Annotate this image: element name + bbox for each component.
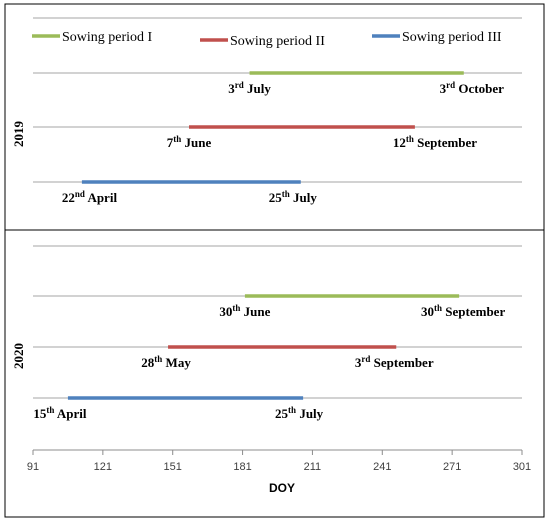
- x-tick-label: 121: [94, 461, 112, 473]
- x-axis-title: DOY: [269, 481, 295, 495]
- start-date-label: 3rd July: [228, 80, 271, 96]
- date-ordinal-suffix: th: [232, 303, 240, 313]
- date-month: July: [296, 406, 324, 421]
- year-label-2020: 2020: [11, 343, 26, 369]
- end-date-label: 3rd October: [440, 80, 504, 96]
- date-ordinal-suffix: nd: [75, 189, 85, 199]
- date-day: 28: [141, 355, 155, 370]
- legend-label-sowing-period-ii: Sowing period II: [230, 34, 325, 49]
- date-day: 15: [33, 406, 47, 421]
- date-month: September: [442, 304, 505, 319]
- panel-frame-2020: [4, 229, 545, 518]
- year-label-2019: 2019: [11, 121, 26, 148]
- date-day: 3: [355, 355, 362, 370]
- x-tick-label: 301: [513, 461, 531, 473]
- date-month: July: [290, 190, 318, 205]
- date-day: 30: [219, 304, 232, 319]
- date-month: July: [244, 81, 272, 96]
- end-date-label: 12th September: [393, 134, 477, 150]
- date-month: May: [162, 355, 191, 370]
- bars: [67, 71, 464, 400]
- date-ordinal-suffix: rd: [361, 354, 370, 364]
- x-tick-label: 211: [304, 461, 322, 473]
- date-day: 22: [62, 190, 75, 205]
- x-tick-label: 91: [27, 461, 39, 473]
- date-month: October: [455, 81, 504, 96]
- date-month: September: [370, 355, 433, 370]
- start-date-label: 7th June: [167, 134, 212, 150]
- start-date-label: 30th June: [219, 303, 270, 319]
- date-month: April: [54, 406, 87, 421]
- start-date-label: 15th April: [33, 405, 87, 421]
- date-ordinal-suffix: th: [288, 405, 296, 415]
- start-date-label: 28th May: [141, 354, 191, 370]
- date-day: 30: [421, 304, 434, 319]
- end-date-label: 25th July: [269, 189, 318, 205]
- date-day: 3: [228, 81, 235, 96]
- x-tick-label: 181: [233, 461, 251, 473]
- end-date-label: 25th July: [275, 405, 324, 421]
- date-month: June: [240, 304, 270, 319]
- date-ordinal-suffix: th: [154, 354, 162, 364]
- date-ordinal-suffix: th: [282, 189, 290, 199]
- date-month: September: [414, 135, 477, 150]
- date-day: 25: [269, 190, 283, 205]
- date-ordinal-suffix: th: [434, 303, 442, 313]
- legend-label-sowing-period-i: Sowing period I: [62, 30, 153, 45]
- end-date-label: 30th September: [421, 303, 505, 319]
- start-date-label: 22nd April: [62, 189, 118, 205]
- date-month: April: [85, 190, 118, 205]
- date-ordinal-suffix: rd: [235, 80, 244, 90]
- date-day: 7: [167, 135, 174, 150]
- date-ordinal-suffix: th: [406, 134, 414, 144]
- date-day: 3: [440, 81, 447, 96]
- x-tick-label: 151: [164, 461, 182, 473]
- legend: Sowing period I Sowing period II Sowing pe…: [32, 30, 502, 49]
- date-ordinal-suffix: rd: [446, 80, 455, 90]
- x-tick-label: 271: [443, 461, 461, 473]
- legend-label-sowing-period-iii: Sowing period III: [402, 30, 502, 45]
- date-month: June: [181, 135, 211, 150]
- date-day: 25: [275, 406, 289, 421]
- date-day: 12: [393, 135, 406, 150]
- x-axis: 91 121 151 181 211 241 271 301: [27, 449, 531, 473]
- x-tick-label: 241: [373, 461, 391, 473]
- end-date-label: 3rd September: [355, 354, 434, 370]
- date-ordinal-suffix: th: [173, 134, 181, 144]
- date-ordinal-suffix: th: [46, 405, 54, 415]
